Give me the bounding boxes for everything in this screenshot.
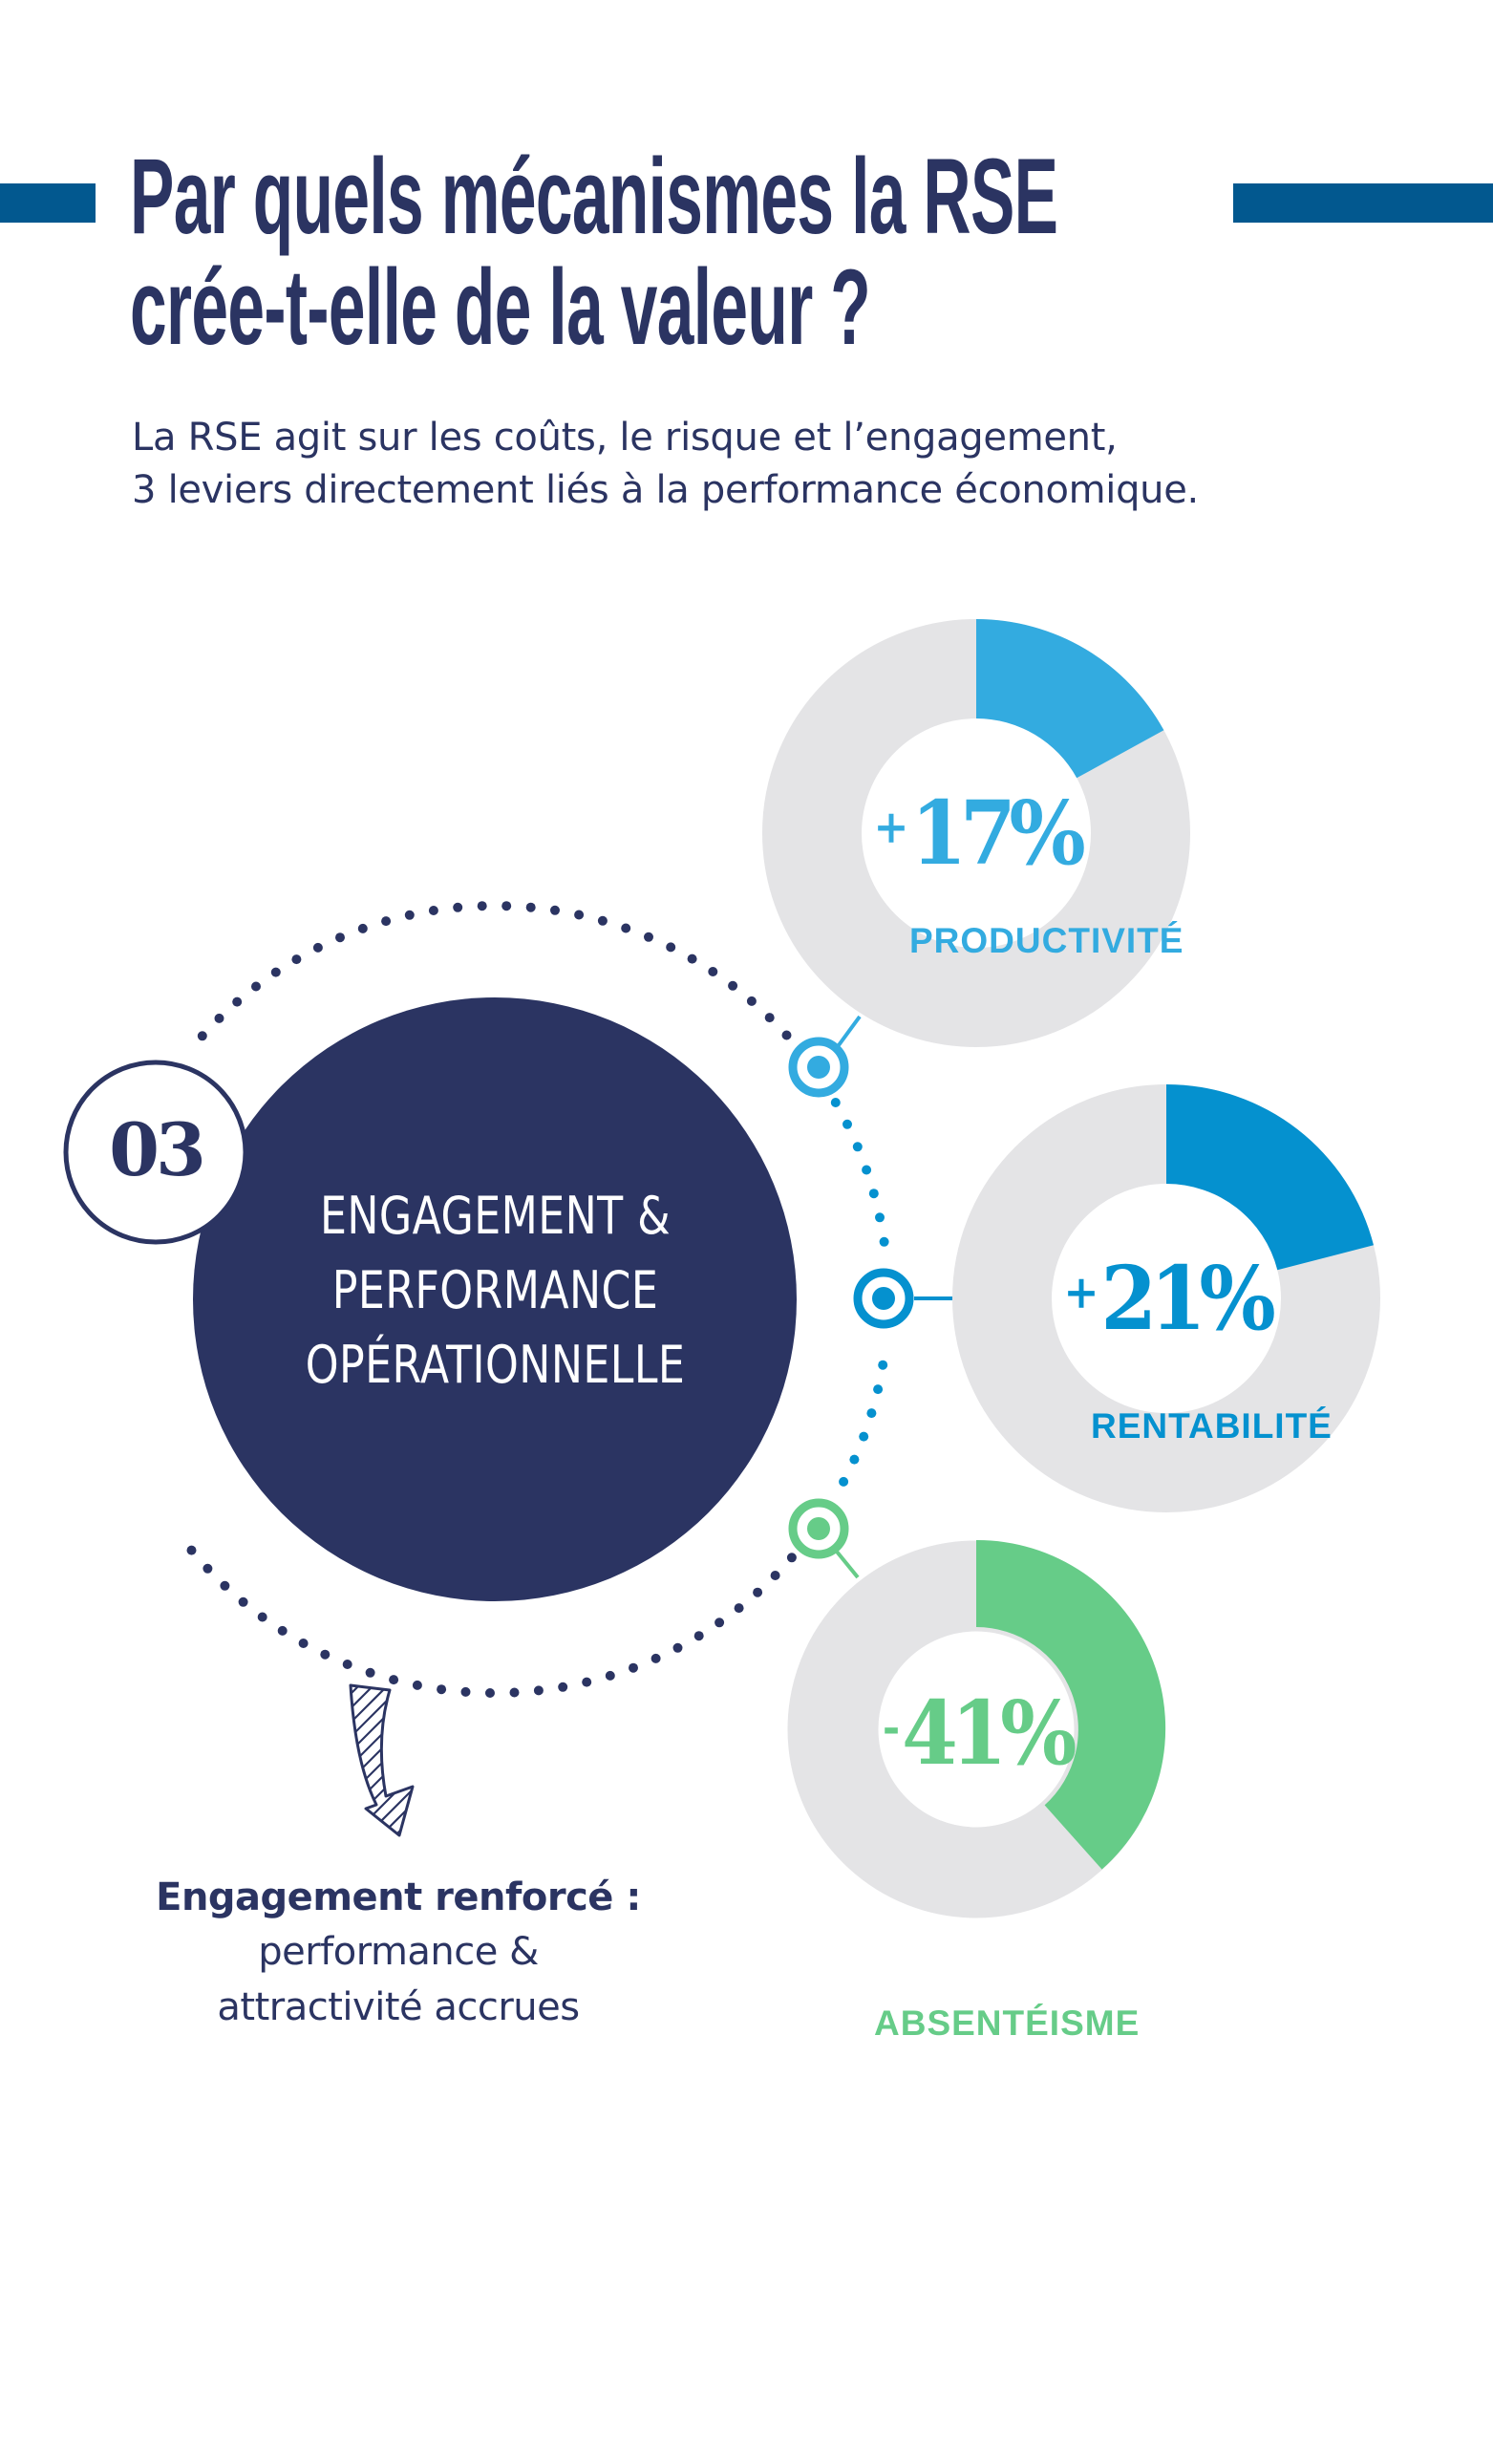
donut-chart-absenteisme [787,1539,1166,1918]
stat-label-rentabilite: RENTABILITÉ [1091,1406,1333,1446]
conclusion-text: Engagement renforcé : performance & attr… [86,1871,711,2035]
section-number-badge [63,1060,248,1245]
header-accent-bar-left [0,183,96,223]
donut-segment-absenteisme [976,1539,1166,1870]
section-title: ENGAGEMENT & PERFORMANCE OPÉRATIONNELLE [247,1179,743,1403]
stat-number: 21% [1100,1247,1276,1350]
section-number: 03 [109,1107,206,1192]
dotted-arc [186,901,889,1698]
section-circle [193,997,797,1601]
stat-sign: - [882,1701,901,1754]
target-marker-icon [788,1037,849,1098]
stat-label-productivite: PRODUCTIVITÉ [909,921,1184,960]
header-accent-bar-right [1233,183,1493,223]
donut-segment-rentabilite [1166,1084,1374,1271]
connector-absenteisme [835,1550,860,1579]
subtitle-line-1: La RSE agit sur les coûts, le risque et … [132,416,1118,460]
conclusion-line-2: attractivité accrues [217,1985,580,2029]
page-title-line-1: Par quels mécanismes la RSE [130,137,1058,256]
stat-value-absenteisme: -41% [871,1689,1082,1777]
conclusion-heading: Engagement renforcé : [156,1875,641,1919]
stat-number: 17% [910,782,1086,885]
donut-chart-productivite [762,619,1190,1047]
stat-value-productivite: +17% [871,789,1086,877]
section-title-line-2: PERFORMANCE [331,1260,659,1320]
target-marker-icon [788,1498,849,1559]
stat-sign: + [1063,1266,1099,1319]
page-title-line-2: crée-t-elle de la valeur ? [130,247,871,367]
stat-value-rentabilite: +21% [1061,1254,1276,1342]
target-marker-icon [853,1268,914,1329]
donut-segment-productivite [976,619,1164,779]
stat-label-absenteisme: ABSENTÉISME [874,2003,1141,2043]
hatched-curved-arrow-icon [349,1683,415,1837]
section-title-line-1: ENGAGEMENT & [319,1186,672,1246]
stat-number: 41% [902,1682,1077,1785]
donut-chart-rentabilite [952,1084,1380,1512]
subtitle-line-2: 3 leviers directement liés à la performa… [132,468,1199,512]
section-title-line-3: OPÉRATIONNELLE [305,1335,686,1395]
stat-sign: + [873,801,909,854]
conclusion-line-1: performance & [258,1930,539,1974]
connector-productivite [837,1015,862,1047]
